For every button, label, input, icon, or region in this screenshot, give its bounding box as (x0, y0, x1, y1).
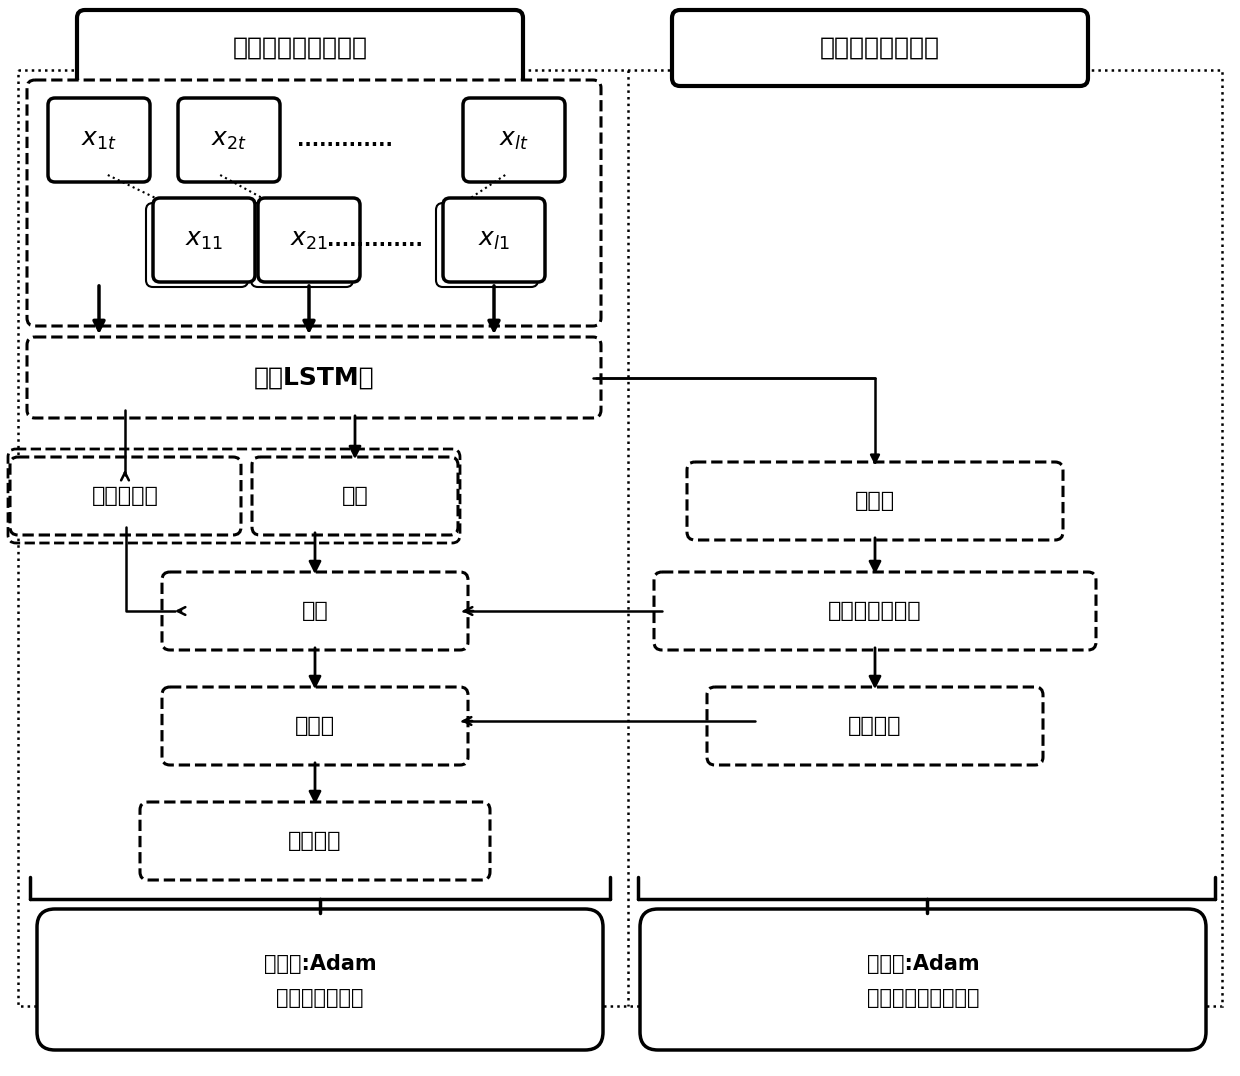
FancyBboxPatch shape (10, 457, 241, 535)
Text: 是否稳定: 是否稳定 (288, 831, 342, 851)
FancyBboxPatch shape (463, 98, 565, 182)
Text: 注意力机制: 注意力机制 (92, 486, 159, 506)
FancyBboxPatch shape (162, 572, 467, 650)
Text: $x_{2t}$: $x_{2t}$ (211, 128, 247, 152)
Text: .............: ............. (298, 130, 393, 150)
FancyBboxPatch shape (707, 686, 1043, 765)
FancyBboxPatch shape (77, 10, 523, 86)
Text: 拼接: 拼接 (301, 601, 329, 621)
Text: 归一化指数函数: 归一化指数函数 (828, 601, 921, 621)
FancyBboxPatch shape (48, 98, 150, 182)
Text: $x_{l1}$: $x_{l1}$ (479, 228, 510, 252)
FancyBboxPatch shape (258, 198, 360, 282)
Text: 暂态稳定性判别模块: 暂态稳定性判别模块 (233, 36, 367, 60)
FancyBboxPatch shape (640, 909, 1207, 1050)
FancyBboxPatch shape (443, 198, 546, 282)
Text: 故障线路定位模块: 故障线路定位模块 (820, 36, 940, 60)
FancyBboxPatch shape (687, 462, 1063, 540)
Text: $x_{1t}$: $x_{1t}$ (81, 128, 117, 152)
FancyBboxPatch shape (179, 98, 280, 182)
Text: $x_{lt}$: $x_{lt}$ (500, 128, 528, 152)
FancyBboxPatch shape (27, 337, 601, 417)
FancyBboxPatch shape (37, 909, 603, 1050)
FancyBboxPatch shape (146, 203, 248, 287)
Text: 损失：多类别交叉熵: 损失：多类别交叉熵 (867, 989, 980, 1008)
Text: 感知机: 感知机 (295, 716, 335, 736)
FancyBboxPatch shape (140, 802, 490, 880)
FancyBboxPatch shape (672, 10, 1087, 86)
FancyBboxPatch shape (250, 203, 353, 287)
FancyBboxPatch shape (436, 203, 538, 287)
FancyBboxPatch shape (162, 686, 467, 765)
Text: 优化器:Adam: 优化器:Adam (867, 953, 980, 974)
Text: 故障线路: 故障线路 (848, 716, 901, 736)
Text: 双向LSTM层: 双向LSTM层 (254, 366, 374, 390)
FancyBboxPatch shape (27, 80, 601, 326)
FancyBboxPatch shape (153, 198, 255, 282)
FancyBboxPatch shape (653, 572, 1096, 650)
Text: 感知机: 感知机 (854, 491, 895, 511)
Text: 优化器:Adam: 优化器:Adam (264, 953, 376, 974)
Text: $x_{11}$: $x_{11}$ (185, 228, 223, 252)
FancyBboxPatch shape (252, 457, 458, 535)
Text: $x_{21}$: $x_{21}$ (290, 228, 329, 252)
Text: 损失：均方误差: 损失：均方误差 (277, 989, 363, 1008)
Text: .............: ............. (327, 230, 423, 250)
Text: 展平: 展平 (342, 486, 368, 506)
